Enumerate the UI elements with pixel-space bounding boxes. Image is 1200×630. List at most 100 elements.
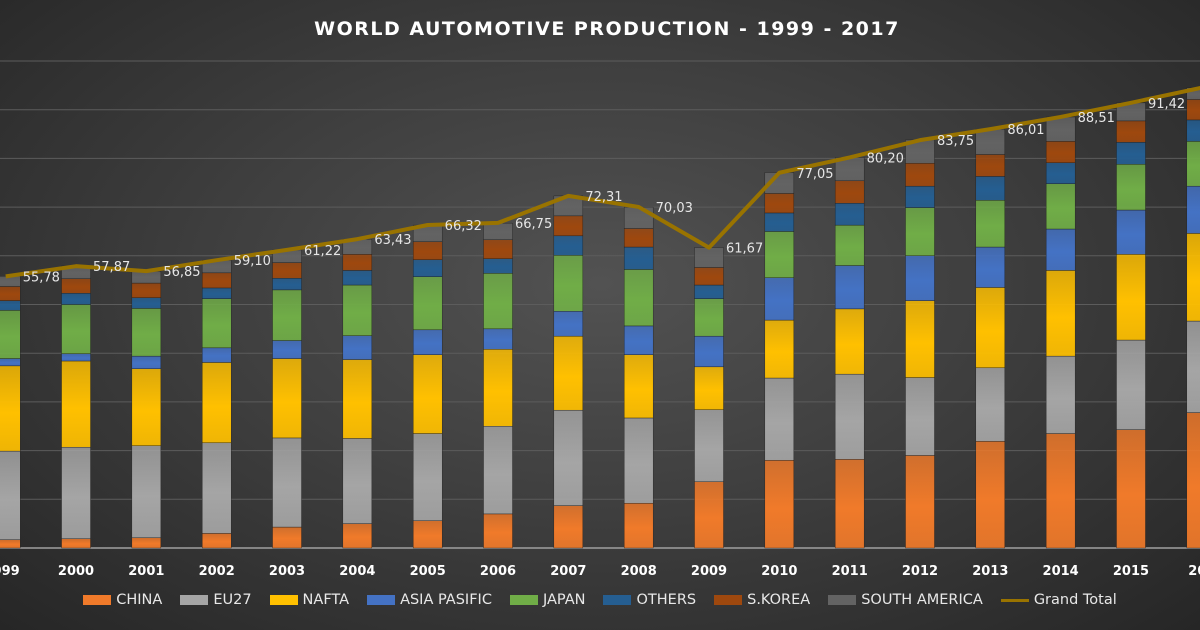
bar-nafta-2006 [483,349,513,427]
bar-stack-2009 [694,247,724,549]
bar-others-2002 [201,287,232,299]
bar-others-2016 [1186,119,1200,142]
bar-china-2006 [483,513,513,549]
bar-japan-2000 [61,304,91,354]
total-label: 86,01 [1007,123,1044,138]
bar-s-korea-2014 [1045,141,1076,163]
bar-asia-pasific-2010 [764,277,795,321]
bars [0,87,1200,549]
bar-stack-2001 [131,271,162,549]
bar-china-2001 [131,537,162,549]
bar-others-2014 [1045,162,1076,184]
bar-s-korea-2016 [1186,99,1200,121]
bar-s-korea-1999 [0,286,21,301]
legend-item: CHINA [83,592,162,608]
bar-others-2011 [834,203,865,226]
grand-total-polyline [5,86,1200,279]
legend-label: NAFTA [302,592,350,608]
bar-nafta-2004 [342,359,373,439]
bar-china-2007 [553,505,584,549]
bar-japan-2006 [483,273,513,330]
bar-asia-pasific-1999 [0,358,21,367]
bar-stack-2008 [623,206,654,549]
legend-label: ASIA PASIFIC [400,592,492,608]
legend-swatch [509,595,538,605]
x-tick-label: 999 [0,564,20,579]
bar-others-2004 [342,270,373,286]
bar-china-2016 [1186,412,1200,549]
bar-china-2015 [1116,429,1146,549]
bar-s-korea-2007 [553,215,584,237]
gridlines [0,60,1200,549]
bar-south-america-1999 [0,276,21,287]
bar-nafta-2009 [694,366,724,410]
x-tick-label: 2014 [1043,564,1079,579]
bar-nafta-2014 [1045,270,1076,357]
bar-others-2000 [61,293,91,305]
x-tick-label: 20 [1188,564,1200,579]
bar-nafta-2008 [623,354,654,419]
bar-nafta-2010 [764,319,795,379]
bar-eu27-2012 [905,377,935,456]
total-label: 55,78 [23,270,60,285]
bar-nafta-2016 [1186,233,1200,322]
bar-s-korea-2015 [1116,120,1146,143]
x-tick-label: 2002 [199,564,235,579]
legend-item: JAPAN [509,592,585,608]
bar-china-2005 [412,520,443,549]
bar-japan-2001 [131,308,162,357]
chart-title: WORLD AUTOMOTIVE PRODUCTION - 1999 - 201… [314,18,900,40]
bar-asia-pasific-2015 [1116,209,1146,255]
total-label: 66,75 [515,217,552,232]
bar-japan-2003 [272,289,302,341]
total-label: 77,05 [796,167,833,182]
x-tick-label: 2000 [58,564,94,579]
total-label: 59,10 [234,254,271,269]
x-tick-label: 2015 [1113,564,1149,579]
bar-nafta-2003 [272,358,302,439]
bar-japan-2011 [834,224,865,266]
bar-asia-pasific-2001 [131,355,162,369]
bar-eu27-2004 [342,438,373,524]
x-tick-label: 2008 [621,564,657,579]
bar-stack-2003 [272,249,302,549]
bar-nafta-2007 [553,335,584,411]
legend-label: EU27 [213,592,252,608]
bar-s-korea-2008 [623,228,654,248]
bar-stack-2006 [483,222,513,549]
bar-stack-2014 [1045,116,1076,549]
bar-s-korea-2012 [905,163,935,187]
bar-eu27-2011 [834,373,865,460]
bar-japan-2002 [201,298,232,349]
bar-s-korea-2010 [764,193,795,214]
legend-swatch [1000,598,1029,602]
bar-japan-2014 [1045,183,1076,230]
bar-stack-2000 [61,265,91,549]
bar-stack-2004 [342,239,373,549]
total-label: 63,43 [374,233,411,248]
bar-china-1999 [0,539,21,549]
bar-asia-pasific-2000 [61,353,91,362]
x-tick-label: 2004 [339,564,375,579]
bar-china-2009 [694,481,724,549]
legend-swatch [269,595,298,605]
bar-stack-1999 [0,276,21,549]
total-label: 56,85 [163,265,200,280]
bar-asia-pasific-2005 [412,329,443,355]
x-tick-label: 2003 [269,564,305,579]
bar-china-2008 [623,502,654,549]
grand-total-line [5,86,1200,279]
bar-nafta-2000 [61,360,91,448]
bar-eu27-2003 [272,437,302,528]
bar-s-korea-2013 [975,154,1006,177]
data-labels: 55,78 57,87 56,85 59,10 61,22 63,43 66,32 66,75… [23,97,1185,286]
bar-asia-pasific-2009 [694,335,724,368]
bar-others-2007 [553,235,584,256]
bar-others-2012 [905,185,935,208]
bar-s-korea-2011 [834,180,865,204]
legend-item: OTHERS [603,592,696,608]
bar-others-2010 [764,212,795,232]
legend-label: S.KOREA [747,592,811,608]
total-label: 80,20 [867,151,904,166]
